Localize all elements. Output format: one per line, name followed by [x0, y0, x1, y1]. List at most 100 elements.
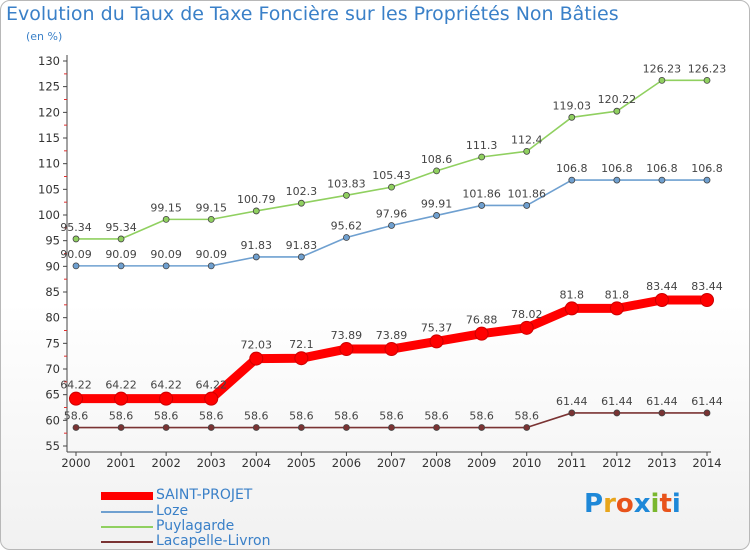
y-tick-label: 105	[38, 182, 60, 196]
data-label-lacapelle-livron: 58.6	[109, 410, 134, 423]
data-point-puylagarde	[252, 207, 260, 215]
data-label-lacapelle-livron: 58.6	[469, 410, 494, 423]
data-label-loze: 97.96	[376, 207, 408, 220]
y-tick-label: 125	[38, 80, 60, 94]
y-tick-label: 85	[45, 285, 60, 299]
unit-label: (en %)	[26, 30, 63, 43]
data-label-loze: 91.83	[241, 239, 273, 252]
x-tick-label: 2008	[422, 456, 451, 470]
logo-letter: x	[633, 489, 651, 519]
data-point-puylagarde	[117, 235, 125, 243]
data-point-lacapelle-livron	[252, 424, 260, 431]
x-tick-label: 2005	[287, 456, 316, 470]
data-point-puylagarde	[72, 235, 80, 243]
data-label-saint-projet: 73.89	[376, 329, 408, 342]
data-label-puylagarde: 102.3	[286, 185, 318, 198]
data-label-loze: 90.09	[105, 248, 137, 261]
data-point-puylagarde	[703, 76, 711, 84]
data-label-saint-projet: 64.22	[60, 379, 92, 392]
data-label-saint-projet: 78.02	[511, 308, 543, 321]
data-label-saint-projet: 81.8	[605, 288, 630, 301]
data-label-puylagarde: 112.4	[511, 133, 543, 146]
data-label-lacapelle-livron: 61.44	[691, 395, 723, 408]
logo-letter: P	[584, 489, 604, 519]
data-point-loze	[162, 262, 170, 270]
y-tick-label: 130	[38, 54, 60, 68]
data-label-puylagarde: 120.22	[598, 93, 637, 106]
x-tick-label: 2010	[512, 456, 541, 470]
data-point-saint-projet	[700, 293, 714, 308]
data-point-lacapelle-livron	[658, 409, 666, 417]
data-label-puylagarde: 100.79	[237, 193, 276, 206]
data-point-lacapelle-livron	[207, 424, 215, 431]
data-point-loze	[523, 202, 531, 209]
data-point-loze	[568, 176, 576, 184]
data-point-puylagarde	[162, 215, 170, 223]
data-point-puylagarde	[433, 167, 440, 175]
data-label-lacapelle-livron: 61.44	[646, 395, 678, 408]
data-point-loze	[297, 253, 305, 261]
data-point-loze	[478, 202, 486, 209]
data-label-lacapelle-livron: 58.6	[244, 410, 269, 423]
data-label-saint-projet: 72.1	[289, 338, 314, 351]
data-label-saint-projet: 83.44	[691, 280, 723, 293]
y-tick-label: 90	[45, 259, 60, 273]
legend-label-loze: Loze	[156, 503, 189, 519]
data-point-saint-projet	[384, 342, 399, 357]
data-point-saint-projet	[69, 391, 83, 406]
data-point-loze	[388, 222, 395, 229]
data-point-loze	[613, 176, 621, 184]
data-point-lacapelle-livron	[388, 424, 395, 431]
data-point-loze	[433, 212, 440, 219]
chart-title: Evolution du Taux de Taxe Foncière sur l…	[6, 3, 619, 25]
y-tick-label: 120	[38, 105, 60, 119]
data-point-saint-projet	[249, 351, 264, 366]
y-tick-label: 115	[38, 131, 60, 145]
data-point-puylagarde	[297, 199, 305, 207]
logo-letter: i	[650, 489, 660, 519]
data-label-saint-projet: 64.22	[105, 379, 137, 392]
y-tick-label: 80	[45, 311, 60, 325]
x-tick-label: 2002	[152, 456, 181, 470]
data-label-lacapelle-livron: 58.6	[514, 410, 539, 423]
data-point-puylagarde	[658, 76, 666, 84]
data-label-loze: 90.09	[150, 248, 182, 261]
data-label-puylagarde: 99.15	[150, 201, 182, 214]
legend-label-saint-projet: SAINT-PROJET	[156, 487, 253, 503]
y-tick-label: 95	[45, 234, 60, 248]
data-point-saint-projet	[519, 320, 534, 335]
data-label-lacapelle-livron: 58.6	[199, 410, 224, 423]
x-tick-label: 2014	[692, 456, 721, 470]
logo-letter: t	[659, 489, 672, 519]
logo-letter: i	[671, 489, 681, 519]
proxiti-logo: Proxiti	[584, 489, 681, 519]
data-point-saint-projet	[294, 351, 309, 366]
data-label-saint-projet: 83.44	[646, 280, 678, 293]
data-label-lacapelle-livron: 58.6	[424, 410, 449, 423]
x-tick-label: 2013	[647, 456, 676, 470]
y-tick-label: 65	[45, 388, 60, 402]
data-label-saint-projet: 73.89	[331, 329, 363, 342]
x-tick-label: 2003	[197, 456, 226, 470]
data-point-lacapelle-livron	[297, 424, 305, 431]
legend-swatch-saint-projet	[101, 492, 153, 500]
data-point-saint-projet	[474, 326, 489, 341]
data-point-loze	[252, 253, 260, 261]
data-label-lacapelle-livron: 58.6	[154, 410, 179, 423]
data-label-loze: 106.8	[646, 162, 678, 175]
data-label-loze: 90.09	[195, 248, 227, 261]
x-tick-label: 2006	[332, 456, 361, 470]
data-point-lacapelle-livron	[117, 424, 125, 431]
data-label-loze: 99.91	[421, 197, 453, 210]
data-point-lacapelle-livron	[72, 424, 80, 431]
data-label-puylagarde: 105.43	[372, 169, 411, 182]
data-label-puylagarde: 126.23	[688, 62, 727, 75]
data-label-puylagarde: 95.34	[105, 221, 137, 234]
data-point-saint-projet	[609, 301, 624, 316]
data-label-puylagarde: 103.83	[327, 177, 366, 190]
data-label-loze: 90.09	[60, 248, 92, 261]
data-point-lacapelle-livron	[478, 424, 486, 431]
data-point-loze	[703, 176, 711, 184]
